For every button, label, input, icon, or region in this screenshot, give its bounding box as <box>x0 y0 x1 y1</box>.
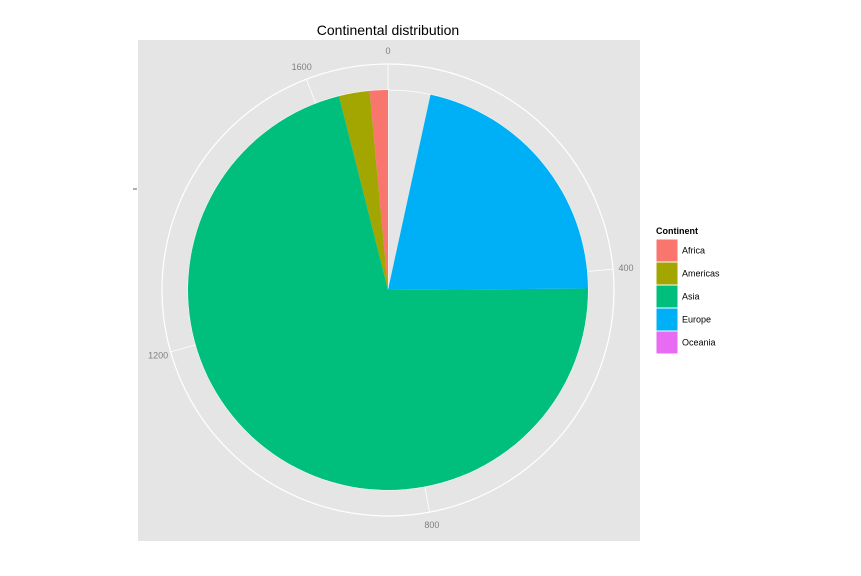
pie-slice-asia <box>187 96 588 491</box>
pie-slice-europe <box>388 94 588 290</box>
angle-tick-label: 400 <box>618 263 633 273</box>
legend-title: Continent <box>656 226 698 236</box>
pie-slice-africa <box>369 89 388 290</box>
angle-tick-labels: 0 400 800 1200 1600 <box>148 46 633 530</box>
legend-label-europe: Europe <box>682 315 711 325</box>
chart-title: Continental distribution <box>317 22 459 38</box>
pie-slices <box>187 89 588 491</box>
legend-key-asia <box>655 284 679 309</box>
angle-tick-label: 1600 <box>292 62 312 72</box>
legend-label-americas: Americas <box>682 269 720 279</box>
legend-key-europe <box>655 307 679 332</box>
legend-key-oceania <box>655 330 679 355</box>
legend-key-africa <box>655 238 679 263</box>
angle-tick-label: 1200 <box>148 350 168 360</box>
legend-label-asia: Asia <box>682 292 700 302</box>
pie-slice-americas <box>338 90 388 290</box>
legend-key-americas <box>655 261 679 286</box>
angle-tick-label: 800 <box>424 520 439 530</box>
legend-label-oceania: Oceania <box>682 338 716 348</box>
angle-tick-label: 0 <box>385 46 390 56</box>
legend: Continent Africa Americas Asia Europe Oceani… <box>655 226 720 355</box>
legend-items: Africa Americas Asia Europe Oceania <box>655 238 720 355</box>
legend-label-africa: Africa <box>682 246 705 256</box>
